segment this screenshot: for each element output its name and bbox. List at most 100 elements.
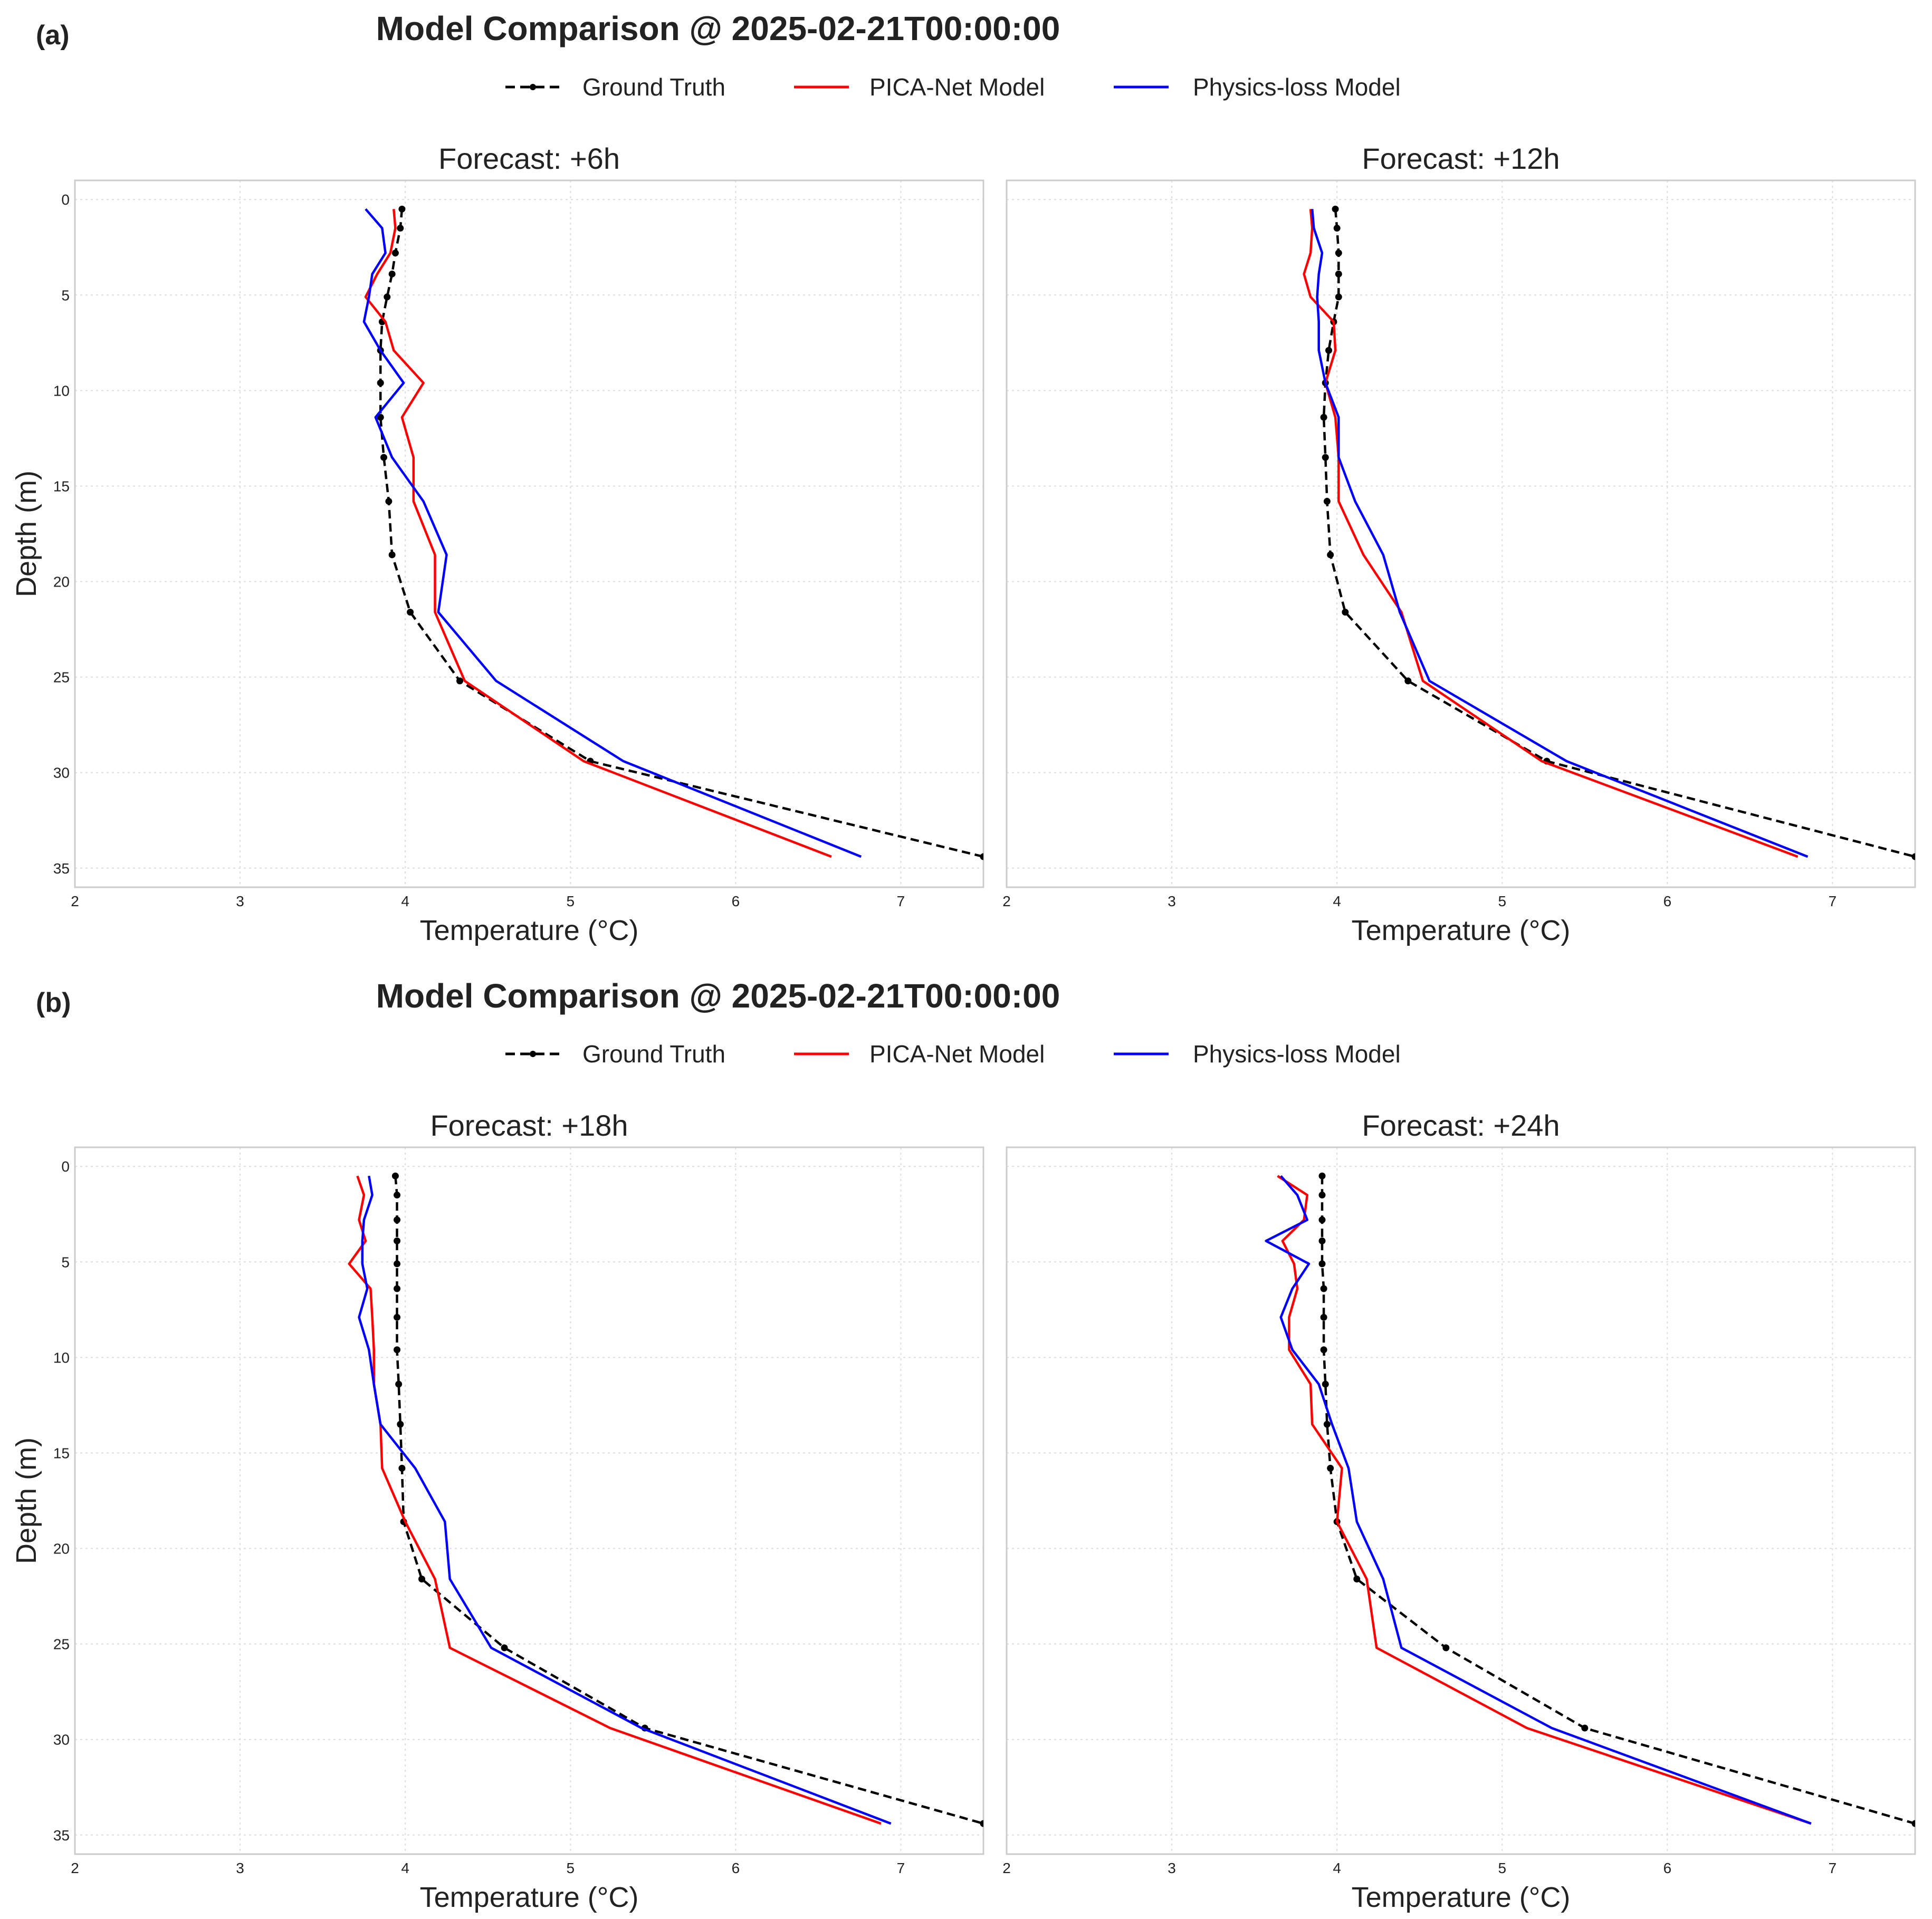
ground-truth-marker	[1327, 1464, 1334, 1472]
subplot-forecast-18h: 2 3 4 5 6 7 0 5 10 15 20 25 30 35 Forecast: +18h Temper…	[11, 1109, 984, 1913]
ground-truth-marker	[1318, 1260, 1326, 1268]
ground-truth-marker	[1332, 205, 1339, 213]
x-tick-label: 3	[1168, 893, 1176, 909]
ground-truth-marker	[391, 1172, 399, 1179]
plot-area	[1303, 205, 1915, 860]
y-axis-label: Depth (m)	[11, 471, 42, 597]
x-tick-label: 2	[71, 1860, 79, 1876]
ground-truth-marker	[380, 454, 387, 461]
x-tick-label: 4	[1333, 1860, 1341, 1876]
y-tick-label: 35	[53, 1827, 70, 1844]
x-tick-label: 7	[1829, 893, 1837, 909]
x-tick-label: 7	[897, 1860, 905, 1876]
ground-truth-marker	[1911, 1820, 1915, 1827]
physics-loss-line	[358, 1175, 892, 1825]
y-tick-label: 5	[61, 1254, 70, 1270]
y-tick-label: 5	[61, 287, 70, 303]
ground-truth-line	[379, 209, 983, 858]
ground-truth-marker	[1335, 270, 1342, 277]
panel-letter-b: (b)	[36, 987, 71, 1018]
x-axis-label: Temperature (°C)	[420, 915, 639, 946]
physics-loss-line	[1265, 1175, 1812, 1825]
x-tick-label: 7	[1829, 1860, 1837, 1876]
y-tick-label: 25	[53, 1636, 70, 1653]
subplot-forecast-24h: 2 3 4 5 6 7 Forecast: +24h Temperature (°C)	[1002, 1109, 1916, 1913]
x-tick-label: 6	[732, 1860, 740, 1876]
axes-frame	[1006, 179, 1916, 888]
y-tick-label: 10	[53, 382, 70, 399]
ground-truth-marker	[394, 1216, 401, 1224]
x-tick-label: 5	[1498, 893, 1506, 909]
pica-net-line	[364, 209, 832, 858]
axes-frame	[74, 1146, 984, 1855]
legend-ground-truth-label: Ground Truth	[582, 73, 725, 101]
plot-area	[1265, 1172, 1915, 1827]
ground-truth-marker	[391, 250, 399, 257]
subplot-title: Forecast: +12h	[1362, 142, 1560, 175]
ground-truth-marker	[1320, 414, 1327, 421]
ground-truth-marker	[1581, 1724, 1589, 1732]
physics-loss-line	[1311, 209, 1809, 858]
ground-truth-marker	[398, 205, 406, 213]
suptitle-b: Model Comparison @ 2025-02-21T00:00:00	[376, 977, 1060, 1015]
y-axis-label: Depth (m)	[11, 1437, 42, 1564]
ground-truth-marker	[1322, 454, 1329, 461]
pica-net-line	[348, 1175, 882, 1825]
y-tick-label: 20	[53, 1541, 70, 1557]
ground-truth-marker	[1323, 1421, 1331, 1428]
y-tick-label: 20	[53, 574, 70, 590]
x-tick-label: 6	[732, 893, 740, 909]
ground-truth-marker	[377, 414, 384, 421]
ground-truth-marker	[384, 293, 391, 301]
x-axis-label: Temperature (°C)	[420, 1882, 639, 1913]
ground-truth-marker	[1325, 347, 1333, 354]
y-tick-label: 0	[61, 1158, 70, 1175]
y-tick-label: 15	[53, 1445, 70, 1461]
x-tick-label: 3	[236, 1860, 244, 1876]
ground-truth-marker	[1404, 677, 1412, 685]
legend-physics-label: Physics-loss Model	[1193, 73, 1401, 101]
ground-truth-marker	[1323, 497, 1331, 505]
x-tick-label: 2	[1002, 1860, 1011, 1876]
suptitle-a: Model Comparison @ 2025-02-21T00:00:00	[376, 9, 1060, 47]
plot-area	[362, 205, 983, 860]
ground-truth-marker	[1333, 225, 1341, 232]
ground-truth-marker	[1327, 551, 1334, 559]
ground-truth-marker	[1442, 1644, 1450, 1652]
ground-truth-marker	[394, 1237, 401, 1244]
y-tick-label: 0	[61, 191, 70, 208]
subplot-title: Forecast: +18h	[430, 1109, 628, 1142]
subplot-forecast-12h: 2 3 4 5 6 7 Forecast: +12h Temperature (°C)	[1002, 142, 1916, 946]
y-tick-label: 30	[53, 765, 70, 781]
ground-truth-marker	[1353, 1575, 1361, 1582]
legend-ground-truth-marker	[530, 84, 536, 90]
ground-truth-marker	[377, 379, 384, 387]
ground-truth-marker	[418, 1575, 425, 1582]
ground-truth-marker	[1318, 1237, 1326, 1244]
plot-area	[348, 1172, 983, 1827]
ground-truth-marker	[397, 1421, 404, 1428]
ground-truth-marker	[1318, 1172, 1326, 1179]
y-tick-label: 15	[53, 478, 70, 494]
physics-loss-line	[362, 208, 862, 858]
ground-truth-line	[1321, 1176, 1915, 1825]
ground-truth-marker	[1342, 608, 1349, 616]
x-tick-label: 3	[236, 893, 244, 909]
x-tick-label: 6	[1663, 893, 1672, 909]
y-tick-label: 10	[53, 1349, 70, 1366]
ground-truth-marker	[1320, 1285, 1327, 1292]
ground-truth-marker	[388, 270, 396, 277]
panel-letter-a: (a)	[36, 20, 70, 51]
x-tick-label: 5	[1498, 1860, 1506, 1876]
ground-truth-marker	[1320, 1313, 1327, 1321]
pica-net-line	[1277, 1175, 1812, 1825]
x-tick-label: 4	[401, 1860, 409, 1876]
x-tick-label: 4	[1333, 893, 1341, 909]
ground-truth-marker	[394, 1260, 401, 1268]
x-axis-label: Temperature (°C)	[1352, 1882, 1571, 1913]
legend-ground-truth-label: Ground Truth	[582, 1040, 725, 1068]
ground-truth-marker	[1335, 293, 1342, 301]
ground-truth-marker	[398, 1464, 406, 1472]
ground-truth-marker	[407, 608, 414, 616]
